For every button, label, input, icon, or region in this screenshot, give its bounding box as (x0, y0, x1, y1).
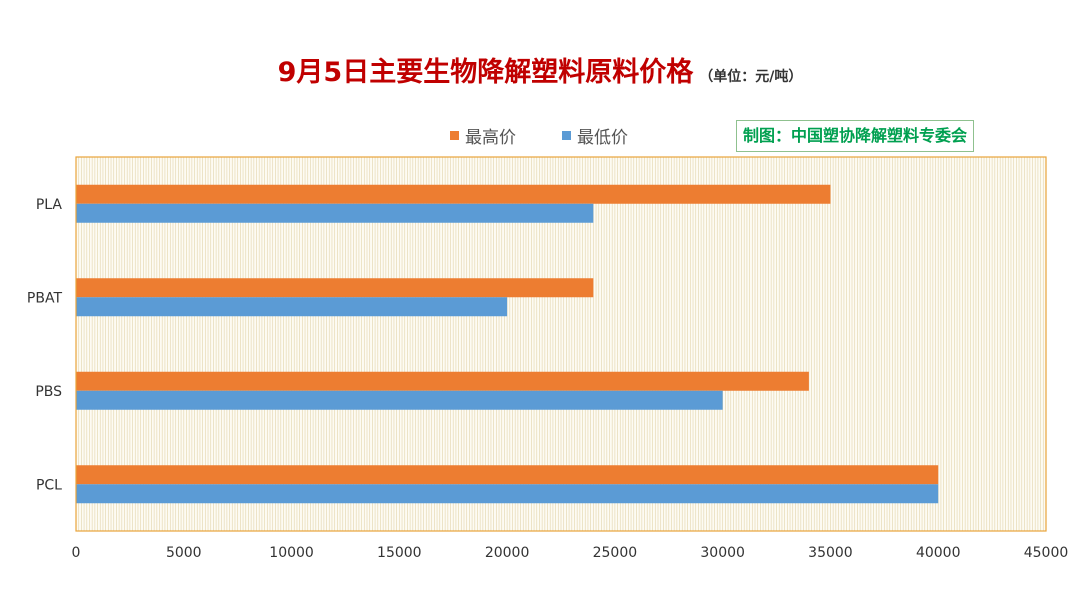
plot-area-border (75, 156, 1047, 532)
legend-item-max: 最高价 (450, 123, 516, 148)
x-tick-label-40000: 40000 (916, 545, 961, 561)
bar-pcl-max (76, 465, 939, 485)
x-tick-label-35000: 35000 (808, 545, 853, 561)
y-tick-label-pbs: PBS (35, 384, 62, 400)
chart-title: 9月5日主要生物降解塑料原料价格 （单位：元/吨） (0, 50, 1080, 89)
x-tick-label-25000: 25000 (593, 545, 638, 561)
x-tick-label-15000: 15000 (377, 545, 422, 561)
plot-area-hatch-pattern (78, 157, 1044, 531)
x-tick-label-30000: 30000 (700, 545, 745, 561)
chart-title-main: 9月5日主要生物降解塑料原料价格 (277, 57, 694, 88)
y-tick-label-pcl: PCL (36, 477, 62, 493)
bar-pbat-max (76, 278, 594, 298)
legend-swatch-max (450, 131, 459, 140)
x-tick-label-45000: 45000 (1024, 545, 1069, 561)
chart-title-unit: （单位：元/吨） (699, 69, 803, 85)
chart-legend: 最高价 最低价 (450, 123, 674, 148)
x-tick-label-20000: 20000 (485, 545, 530, 561)
bar-pbat-min (76, 297, 508, 317)
x-tick-label-0: 0 (72, 545, 81, 561)
bar-pbs-max (76, 371, 809, 391)
legend-label-max: 最高价 (465, 128, 516, 148)
legend-label-min: 最低价 (577, 128, 628, 148)
bar-pla-min (76, 203, 594, 223)
bar-pcl-min (76, 484, 939, 504)
bar-pla-max (76, 184, 831, 204)
x-tick-label-10000: 10000 (269, 545, 314, 561)
legend-item-min: 最低价 (562, 123, 628, 148)
bar-pbs-min (76, 390, 723, 410)
x-tick-label-5000: 5000 (166, 545, 202, 561)
y-tick-label-pbat: PBAT (27, 290, 63, 306)
chart-credit: 制图：中国塑协降解塑料专委会 (736, 120, 975, 152)
y-tick-label-pla: PLA (36, 197, 63, 213)
legend-swatch-min (562, 131, 571, 140)
